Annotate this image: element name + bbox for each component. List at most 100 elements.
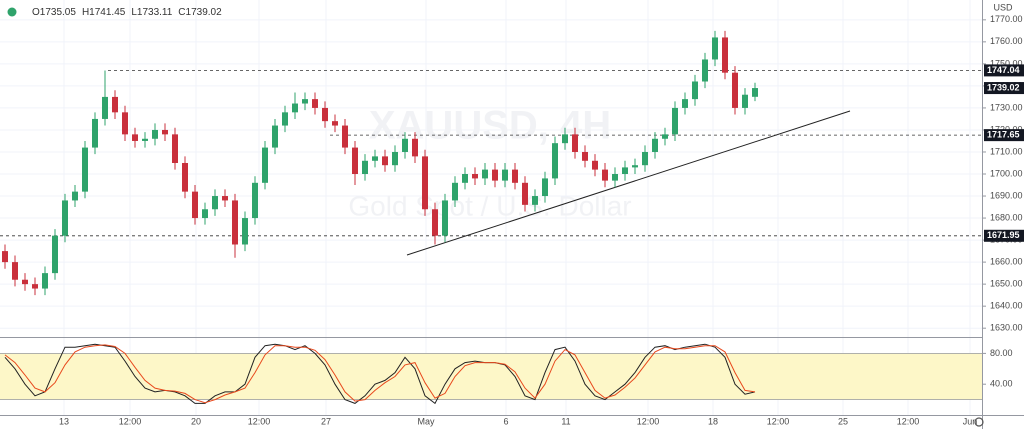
candle-body (692, 81, 698, 100)
candle-body (222, 196, 228, 201)
candle-body (472, 174, 478, 179)
candle-body (532, 196, 538, 205)
candle-body (742, 94, 748, 108)
candle-body (372, 156, 378, 161)
candle-body (332, 121, 338, 126)
stochastic-panel (0, 343, 982, 405)
trend-line (406, 110, 851, 256)
candle-body (182, 162, 188, 192)
x-tick-label: 12:00 (637, 416, 660, 426)
candle-body (622, 167, 628, 175)
candle-body (32, 284, 38, 289)
stochastic-band (0, 353, 982, 400)
candle-body (142, 138, 148, 141)
candle-body (302, 99, 308, 104)
candle-body (162, 129, 168, 135)
currency-label: USD (993, 2, 1013, 12)
candle-body (572, 134, 578, 152)
candle-body (132, 134, 138, 141)
settings-button[interactable] (974, 417, 984, 427)
ohlc-key: H (82, 7, 89, 18)
x-tick-label: 12:00 (897, 416, 920, 426)
candle-body (482, 169, 488, 179)
ohlc-key: O (32, 7, 40, 18)
settings-icon[interactable] (974, 417, 984, 427)
x-tick-label: 18 (708, 416, 718, 426)
x-tick-label: 13 (59, 416, 69, 426)
ohlc-value: 1735.05 (40, 7, 77, 18)
candle-body (92, 118, 98, 148)
y-tick-label: 1710.00 (990, 146, 1023, 156)
ohlc-value: 1733.11 (137, 7, 173, 18)
y-tick-label: 1690.00 (990, 190, 1023, 200)
level-label: 1717.65 (987, 130, 1020, 140)
candle-body (282, 112, 288, 126)
level-label-box (984, 229, 1024, 242)
candle-body (752, 88, 758, 97)
candle-body (242, 218, 248, 245)
candle-body (522, 182, 528, 205)
header: O1735.05 H1741.45 L1733.11 C1739.02 (7, 7, 222, 18)
candle-body (172, 134, 178, 163)
candle-body (82, 147, 88, 192)
candle-body (362, 160, 368, 175)
y-tick-label: 1760.00 (990, 36, 1023, 46)
candle-body (72, 191, 78, 201)
candle-body (732, 72, 738, 108)
candle-body (212, 196, 218, 210)
candle-body (202, 209, 208, 219)
candle-body (52, 235, 58, 274)
candle-body (12, 262, 18, 280)
candle-body (312, 99, 318, 108)
y-tick-label: 1630.00 (990, 323, 1023, 333)
candle-body (632, 165, 638, 168)
candle-body (582, 151, 588, 161)
x-tick-label: May (417, 416, 435, 426)
stochastic-line (4, 343, 756, 405)
candle-body (712, 37, 718, 60)
watermark-description: Gold Spot / U.S. Dollar (348, 190, 631, 221)
last-price-label: 1739.02 (987, 82, 1020, 92)
candle-body (512, 169, 518, 183)
candle-body (342, 125, 348, 148)
y-tick-label: 1750.00 (990, 58, 1023, 68)
candle-body (272, 125, 278, 148)
x-tick-label: Jun (963, 416, 978, 426)
candle-body (592, 160, 598, 170)
x-tick-label: 25 (838, 416, 848, 426)
candle-body (462, 174, 468, 183)
candle-body (542, 178, 548, 197)
candle-body (322, 107, 328, 122)
candle-body (412, 138, 418, 157)
candle-body (452, 182, 458, 201)
ohlc-value: 1739.02 (186, 7, 223, 18)
candle-body (62, 200, 68, 236)
ohlc-key: C (178, 7, 185, 18)
level-label-box (984, 129, 1024, 142)
candle-body (602, 169, 608, 181)
y-tick-label: 1640.00 (990, 301, 1023, 311)
level-label-box (984, 64, 1024, 77)
candle-body (652, 138, 658, 152)
watermark-symbol: XAUUSD, 4H (369, 104, 611, 148)
candle-body (292, 103, 298, 113)
ohlc-header: O1735.05 H1741.45 L1733.11 C1739.02 (32, 7, 222, 18)
ohlc-value: 1741.45 (89, 7, 126, 18)
x-tick-label: 12:00 (767, 416, 790, 426)
candle-body (22, 279, 28, 285)
ohlc-key: L (131, 7, 137, 18)
candle-body (262, 147, 268, 183)
y-tick-label: 1680.00 (990, 212, 1023, 222)
y-tick-label: 1700.00 (990, 168, 1023, 178)
candle-body (682, 99, 688, 108)
candle-body (382, 156, 388, 166)
candle-body (102, 96, 108, 119)
y-tick-label: 1650.00 (990, 279, 1023, 289)
y-tick-label: 1770.00 (990, 14, 1023, 24)
candle-body (502, 169, 508, 181)
status-dot (7, 7, 17, 17)
x-tick-label: 27 (321, 416, 331, 426)
candle-body (192, 191, 198, 219)
candle-body (552, 143, 558, 179)
candle-body (442, 200, 448, 236)
